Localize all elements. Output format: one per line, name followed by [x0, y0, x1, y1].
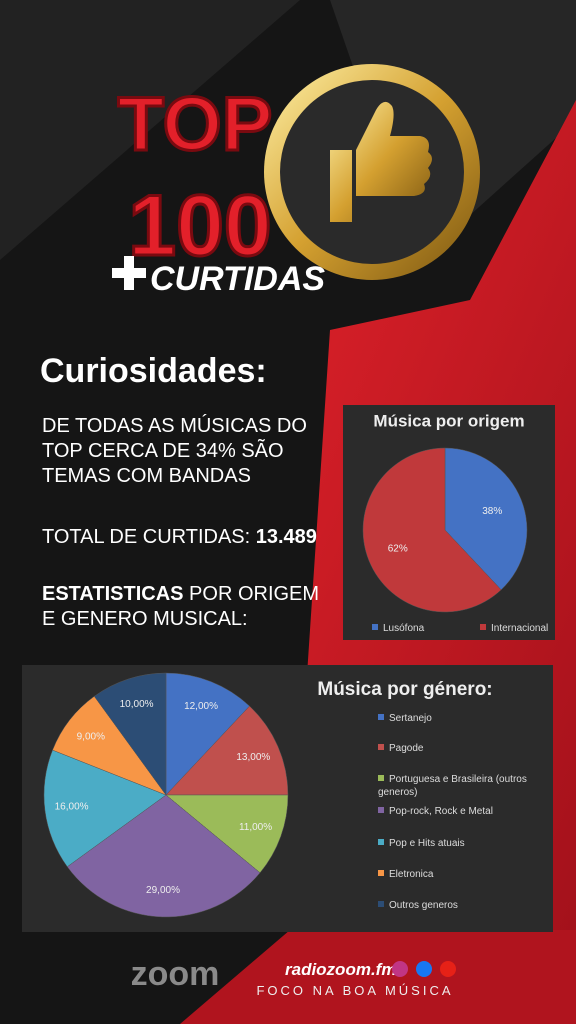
chart-title: Música por género:: [317, 679, 492, 700]
legend-item: Outros generos: [378, 899, 543, 912]
legend-label: Internacional: [491, 623, 549, 634]
legend-label: Pop e Hits atuais: [389, 838, 465, 849]
chart-title: Música por origem: [373, 411, 524, 430]
footer-site: radiozoom.fm: [285, 960, 396, 979]
legend-label: Eletronica: [389, 869, 434, 880]
legend-item: Pop-rock, Rock e Metal: [378, 805, 543, 818]
legend-item: Pop e Hits atuais: [378, 837, 543, 850]
pie-slice: [93, 672, 167, 796]
slice-label: 12,00%: [184, 701, 218, 712]
legend-label: Lusófona: [383, 623, 425, 634]
logo-100: 100: [128, 178, 272, 274]
total-label: TOTAL DE CURTIDAS:: [42, 526, 251, 548]
legend-label: Pagode: [389, 743, 424, 754]
plus-sign: [112, 256, 146, 290]
slice-label: 13,00%: [236, 752, 270, 763]
bg-shape: [0, 0, 300, 260]
slice-label: 10,00%: [120, 699, 154, 710]
slice-label: 62%: [388, 543, 408, 554]
section-title: Curiosidades:: [40, 352, 267, 390]
legend-swatch: [378, 870, 384, 876]
pie-slice: [165, 705, 289, 796]
stats-bold: ESTATISTICAS: [42, 583, 184, 605]
instagram-icon[interactable]: [392, 961, 408, 977]
pie-slice: [165, 672, 250, 796]
stats-rest: POR ORIGEM E GENERO MUSICAL:: [42, 583, 320, 630]
thumbs-up: [330, 101, 432, 222]
youtube-icon[interactable]: [440, 961, 456, 977]
slice-label: 11,00%: [239, 822, 272, 833]
bg-red: [180, 930, 576, 1024]
pie-slice: [66, 794, 261, 918]
footer-slogan: FOCO NA BOA MÚSICA: [256, 983, 453, 998]
total-value: 13.489: [255, 526, 317, 548]
total-line: TOTAL DE CURTIDAS: 13.489: [42, 526, 317, 549]
legend-swatch: [480, 624, 486, 630]
legend-swatch: [378, 901, 384, 907]
paragraph: DE TODAS AS MÚSICAS DO TOP CERCA DE 34% …: [42, 415, 307, 487]
pie-slice: [43, 749, 167, 868]
legend-swatch: [372, 624, 378, 630]
legend-swatch: [378, 714, 384, 720]
legend-swatch: [378, 807, 384, 813]
footer-logo: zoom: [131, 955, 220, 993]
legend-label: Portuguesa e Brasileira (outros generos): [378, 774, 527, 798]
slice-label: 29,00%: [146, 885, 180, 896]
stats-line: ESTATISTICAS POR ORIGEM E GENERO MUSICAL…: [42, 582, 332, 632]
slice-label: 38%: [482, 506, 502, 517]
legend-swatch: [378, 744, 384, 750]
legend-label: Pop-rock, Rock e Metal: [389, 806, 493, 817]
legend-swatch: [378, 839, 384, 845]
slice-label: 16,00%: [55, 802, 89, 813]
pie-slice: [165, 794, 289, 874]
legend-label: Outros generos: [389, 900, 458, 911]
legend-item: Internacional: [480, 622, 576, 635]
logo-top: TOP: [118, 82, 273, 167]
legend-item: Lusófona: [372, 622, 472, 635]
legend-item: Portuguesa e Brasileira (outros generos): [378, 773, 543, 799]
logo-curtidas: CURTIDAS: [150, 260, 325, 298]
legend-item: Pagode: [378, 742, 543, 755]
slice-label: 9,00%: [77, 731, 105, 742]
legend-label: Sertanejo: [389, 713, 432, 724]
pie-slice: [362, 447, 502, 613]
pie-slice: [444, 447, 528, 591]
legend-item: Eletronica: [378, 868, 543, 881]
legend-swatch: [378, 775, 384, 781]
legend-item: Sertanejo: [378, 712, 543, 725]
facebook-icon[interactable]: [416, 961, 432, 977]
